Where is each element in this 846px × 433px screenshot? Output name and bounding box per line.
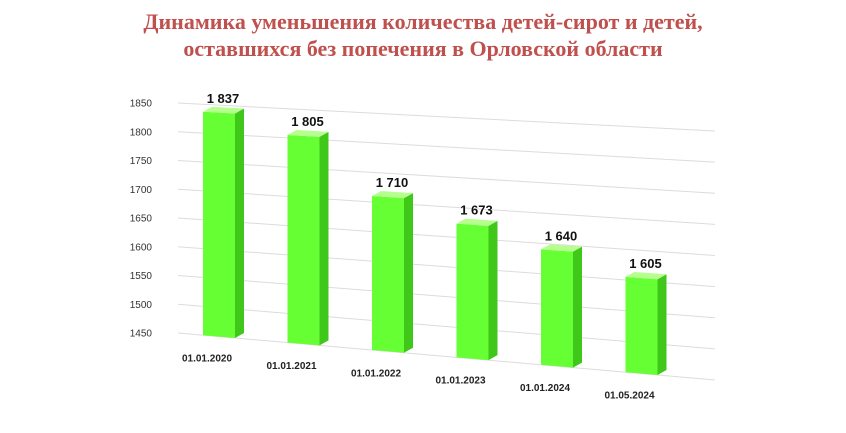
bar [541, 249, 573, 368]
y-tick-label: 1650 [130, 214, 153, 225]
data-label: 1 710 [376, 175, 409, 190]
bar [287, 135, 320, 346]
y-tick-label: 1450 [130, 329, 153, 340]
chart-title-line-2: оставшихся без попечения в Орловской обл… [183, 36, 663, 61]
x-tick-label: 01.05.2024 [604, 391, 654, 402]
bar-top [625, 271, 667, 280]
y-tick-label: 1550 [130, 271, 153, 282]
bar-side [404, 193, 413, 353]
gridline [177, 160, 716, 194]
bar-side [573, 246, 582, 368]
chart-title-line-1: Динамика уменьшения количества детей-сир… [143, 9, 703, 34]
y-tick-label: 1850 [130, 99, 153, 110]
bar-top [372, 191, 413, 199]
bar-top [456, 218, 498, 226]
chart-title: Динамика уменьшения количества детей-сир… [0, 8, 846, 62]
bar-top [203, 106, 244, 114]
bar [625, 276, 658, 375]
gridline [177, 102, 716, 132]
bar-side [488, 220, 498, 361]
data-label: 1 640 [545, 228, 578, 243]
bar-top [287, 130, 329, 137]
x-tick-label: 01.01.2024 [520, 383, 570, 394]
y-tick-label: 1800 [130, 127, 153, 138]
bar [456, 223, 489, 361]
x-tick-label: 01.01.2023 [435, 376, 485, 387]
x-tick-label: 01.01.2021 [266, 361, 316, 372]
bar [203, 111, 235, 338]
data-label: 1 837 [207, 91, 240, 106]
gridline [177, 188, 716, 225]
gridline [177, 131, 716, 163]
bar-side [657, 274, 667, 375]
y-tick-label: 1700 [130, 185, 153, 196]
gridline [177, 217, 716, 256]
bar-side [319, 131, 329, 346]
bar-side [235, 108, 244, 338]
data-label: 1 673 [460, 203, 493, 218]
x-tick-label: 01.01.2022 [351, 368, 401, 379]
y-tick-label: 1750 [130, 156, 153, 167]
x-tick-label: 01.01.2020 [182, 354, 232, 365]
y-tick-label: 1500 [130, 300, 153, 311]
data-label: 1 605 [629, 256, 662, 271]
y-tick-label: 1600 [130, 242, 153, 253]
bar-top [541, 244, 582, 252]
bar [372, 196, 404, 353]
data-label: 1 805 [291, 114, 324, 129]
